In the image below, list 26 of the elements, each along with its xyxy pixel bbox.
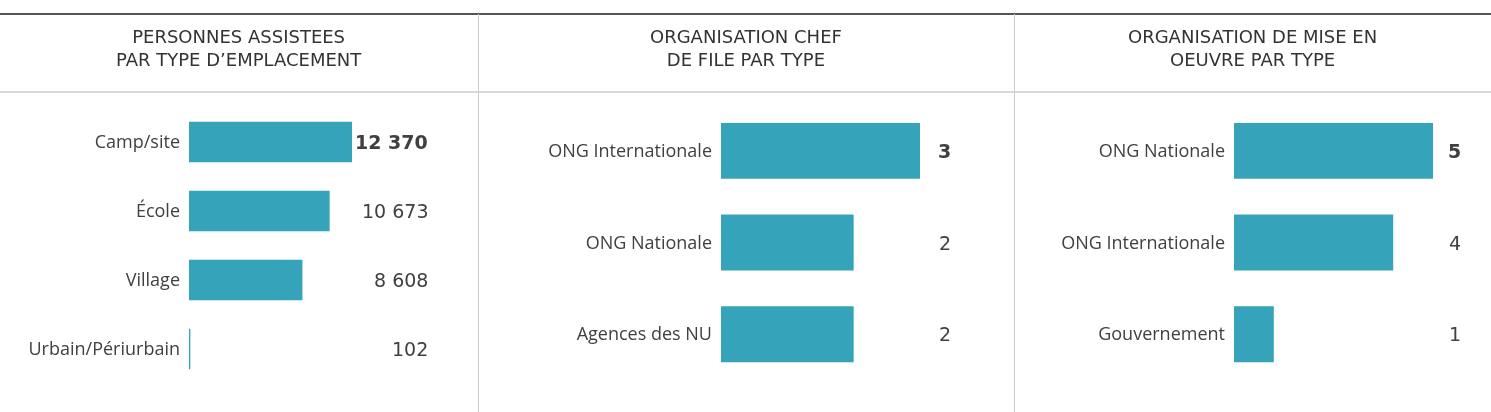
y-tick-label: Camp/site xyxy=(94,129,180,154)
data-label: 5 xyxy=(1448,140,1462,162)
data-label: 2 xyxy=(939,323,952,345)
bar xyxy=(189,190,330,232)
y-tick-label: ONG Nationale xyxy=(585,229,712,254)
y-tick-label: Urbain/Périurbain xyxy=(28,336,180,361)
data-label: 8 608 xyxy=(374,269,429,291)
chart-title: PERSONNES ASSISTEES PAR TYPE D’EMPLACEMENT xyxy=(116,26,363,71)
data-label: 2 xyxy=(939,232,952,254)
data-label: 12 370 xyxy=(355,131,428,153)
chart-title: ORGANISATION DE MISE EN OEUVRE PAR TYPE xyxy=(1128,26,1378,71)
bar xyxy=(189,259,303,301)
y-tick-label: ONG Internationale xyxy=(548,138,712,163)
y-tick-label: École xyxy=(135,198,180,223)
y-tick-label: Gouvernement xyxy=(1098,321,1225,346)
data-label: 102 xyxy=(392,338,429,360)
chart-title: ORGANISATION CHEF DE FILE PAR TYPE xyxy=(650,26,842,71)
data-label: 1 xyxy=(1449,323,1462,345)
data-label: 10 673 xyxy=(362,200,429,222)
bar xyxy=(189,121,352,163)
y-tick-label: ONG Nationale xyxy=(1098,138,1225,163)
y-tick-label: ONG Internationale xyxy=(1061,229,1225,254)
y-tick-label: Village xyxy=(125,267,180,292)
y-tick-label: Agences des NU xyxy=(576,321,712,346)
data-label: 3 xyxy=(938,140,952,162)
data-label: 4 xyxy=(1449,232,1462,254)
